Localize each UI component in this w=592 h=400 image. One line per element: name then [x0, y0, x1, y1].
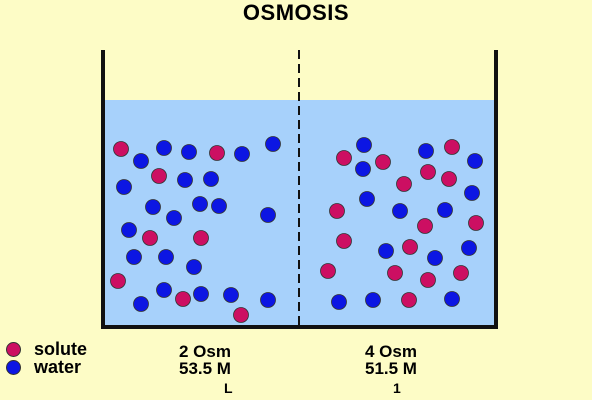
water-particle: [133, 296, 149, 312]
water-particle: [359, 191, 375, 207]
solute-particle: [336, 233, 352, 249]
water-particle: [260, 207, 276, 223]
solute-particle: [151, 168, 167, 184]
solute-particle: [329, 203, 345, 219]
right-side-molarity: 51.5 M: [365, 359, 417, 378]
water-particle: [133, 153, 149, 169]
solute-particle: [320, 263, 336, 279]
solute-particle: [233, 307, 249, 323]
solute-particle: [209, 145, 225, 161]
solute-particle: [401, 292, 417, 308]
solute-particle: [468, 215, 484, 231]
water-particle: [378, 243, 394, 259]
water-particle: [356, 137, 372, 153]
water-particle: [186, 259, 202, 275]
legend-solute-dot: [6, 342, 21, 357]
water-particle: [355, 161, 371, 177]
solute-particle: [453, 265, 469, 281]
left-side-molarity: 53.5 M: [179, 359, 231, 378]
left-side-mark: L: [224, 380, 233, 396]
left-side-osmolarity: 2 Osm: [179, 342, 231, 361]
water-particle: [211, 198, 227, 214]
right-side-osmolarity: 4 Osm: [365, 342, 417, 361]
legend-solute-label: solute: [34, 339, 88, 359]
water-particle: [437, 202, 453, 218]
solute-particle: [387, 265, 403, 281]
solute-particle: [110, 273, 126, 289]
solute-particle: [444, 139, 460, 155]
right-side-mark: 1: [393, 380, 401, 396]
solute-particle: [396, 176, 412, 192]
solute-particle: [336, 150, 352, 166]
solute-particle: [193, 230, 209, 246]
water-particle: [121, 222, 137, 238]
water-particle: [392, 203, 408, 219]
diagram-title: OSMOSIS: [242, 0, 350, 25]
water-particle: [166, 210, 182, 226]
water-particle: [126, 249, 142, 265]
water-particle: [193, 286, 209, 302]
particles: [110, 136, 484, 323]
water-particle: [265, 136, 281, 152]
water-particle: [156, 282, 172, 298]
water-particle: [331, 294, 347, 310]
solute-particle: [420, 164, 436, 180]
water-particle: [461, 240, 477, 256]
solute-particle: [402, 239, 418, 255]
solute-particle: [113, 141, 129, 157]
solute-particle: [420, 272, 436, 288]
water-particle: [444, 291, 460, 307]
water-particle: [467, 153, 483, 169]
water-particle: [192, 196, 208, 212]
legend-water-dot: [6, 360, 21, 375]
water-particle: [464, 185, 480, 201]
water-particle: [223, 287, 239, 303]
solute-particle: [375, 154, 391, 170]
water-particle: [427, 250, 443, 266]
solute-particle: [417, 218, 433, 234]
water-particle: [181, 144, 197, 160]
water-particle: [116, 179, 132, 195]
water-particle: [156, 140, 172, 156]
legend-water-label: water: [34, 357, 82, 377]
water-particle: [260, 292, 276, 308]
water-particle: [177, 172, 193, 188]
water-particle: [158, 249, 174, 265]
water-particle: [365, 292, 381, 308]
water-particle: [418, 143, 434, 159]
water-particle: [145, 199, 161, 215]
solute-particle: [175, 291, 191, 307]
water-particle: [234, 146, 250, 162]
water-particle: [203, 171, 219, 187]
solute-particle: [441, 171, 457, 187]
solute-particle: [142, 230, 158, 246]
